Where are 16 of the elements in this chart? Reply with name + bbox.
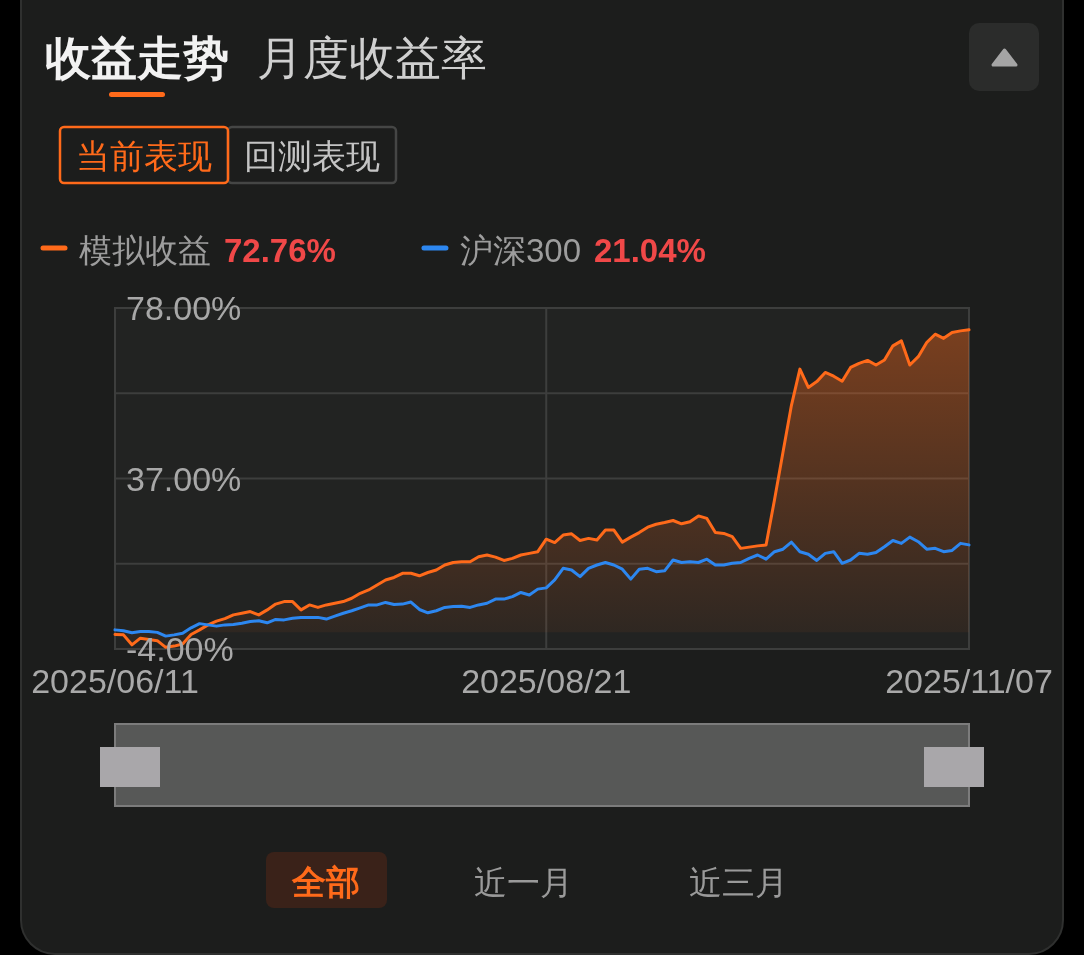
line-series bbox=[113, 535, 971, 638]
x-tick-label: 2025/11/07 bbox=[885, 662, 1053, 700]
text: 近一月 bbox=[473, 864, 573, 901]
text: 21.04% bbox=[594, 232, 706, 269]
legend-label: 模拟收益 bbox=[79, 232, 211, 269]
y-tick-label: 78.00% bbox=[126, 289, 242, 327]
chart-title: 收益走势 bbox=[45, 32, 229, 84]
text: 72.76% bbox=[224, 232, 336, 269]
x-tick-label: 2025/08/21 bbox=[461, 662, 632, 700]
legend-label: 沪深300 bbox=[459, 232, 581, 269]
text: 回测表现 bbox=[244, 137, 380, 175]
y-tick-label: 37.00% bbox=[126, 459, 242, 498]
text: 月度收益率 bbox=[257, 32, 487, 84]
text: 当前表现 bbox=[76, 137, 212, 175]
text: 近三月 bbox=[688, 864, 788, 901]
text: 全部 bbox=[291, 863, 360, 901]
